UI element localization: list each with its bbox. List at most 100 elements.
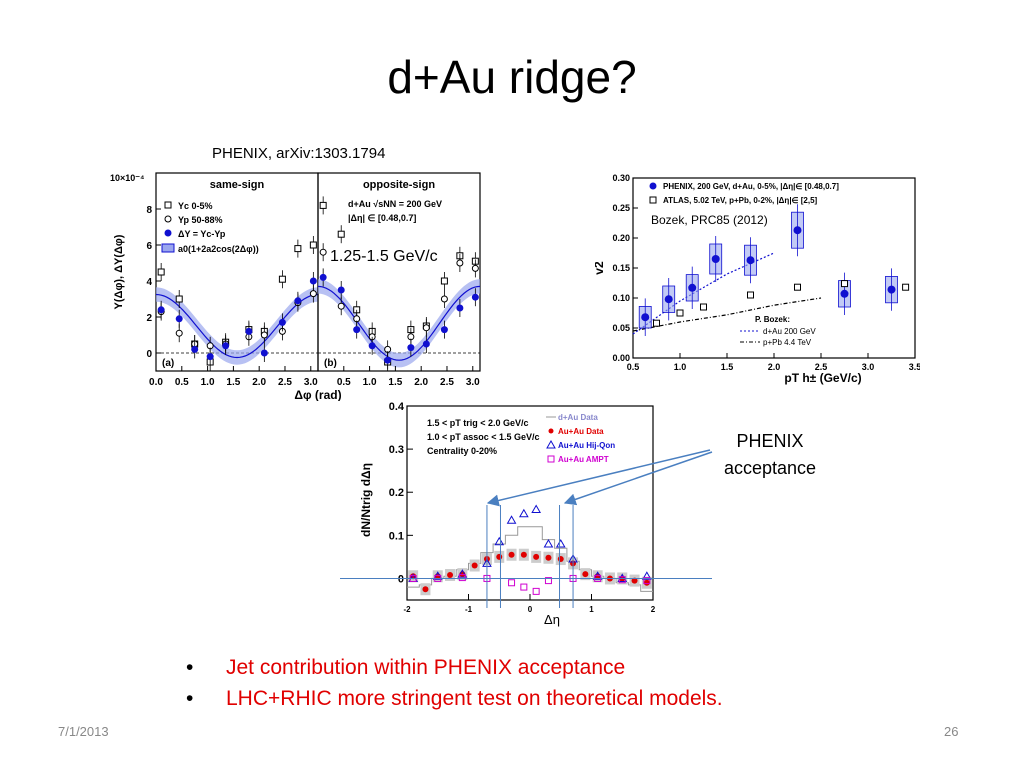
bullet-list: • Jet contribution within PHENIX acceptan…: [186, 652, 723, 714]
slide-title: d+Au ridge?: [387, 51, 637, 103]
bullet-item: • Jet contribution within PHENIX acceptan…: [186, 656, 626, 679]
caption-phenix-arxiv: PHENIX, arXiv:1303.1794: [212, 145, 386, 162]
point-hij-qon: [617, 573, 628, 582]
legend-marker-auau: [548, 428, 554, 434]
point-phenix: [887, 285, 896, 294]
legend-entry: Au+Au Hij-Qon: [558, 441, 615, 450]
point-hij-qon: [457, 569, 468, 578]
point-phenix: [746, 256, 755, 265]
legend-info: |Δη| ∈ [0.48,0.7]: [348, 213, 416, 223]
arrow-2: [563, 451, 713, 506]
point-yp: [422, 324, 430, 332]
point-ampt: [643, 577, 651, 585]
caption-bozek: Bozek, PRC85 (2012): [651, 213, 768, 227]
point-yp: [319, 248, 327, 256]
point-delta-y: [319, 273, 327, 281]
point-yp: [260, 331, 268, 339]
fit-band: [156, 287, 318, 365]
point-atlas: [841, 280, 848, 288]
point-delta-y: [456, 304, 464, 312]
point-phenix: [641, 313, 650, 322]
point-hij-qon: [518, 508, 529, 518]
theory-ppb-line: [632, 297, 822, 332]
y-tick-label: 0.10: [612, 293, 630, 303]
phenix-note-line-2: acceptance: [723, 458, 817, 478]
panel-frame: [317, 172, 481, 372]
deta-chart: 0 0.1 0.2 0.3 0.4 -2 -1 0 1 2 dN/Ntrig dΔη Δη 1.5 < …: [340, 401, 712, 627]
point-yc: [278, 275, 286, 283]
x-tick-label: 0.5: [337, 377, 351, 388]
point-yp: [309, 290, 317, 298]
plot-frame: [406, 405, 654, 601]
y-tick-label: 0.3: [389, 444, 404, 456]
point-hij-qon: [555, 538, 566, 548]
point-yp: [440, 295, 448, 303]
x-tick-label: 2.0: [768, 362, 781, 372]
x-tick-label: 1.0: [363, 377, 377, 388]
y-tick-label: 0: [146, 349, 152, 360]
legend-marker-hij: [546, 439, 556, 449]
point-delta-y: [368, 342, 376, 350]
x-tick-label: 1: [589, 605, 594, 614]
x-tick-label: 0.5: [175, 377, 189, 388]
y-tick-label: 4: [146, 277, 152, 288]
point-yp: [456, 259, 464, 267]
legend-marker-delta-y: [164, 229, 172, 237]
point-yc: [337, 230, 345, 238]
x-tick-label: 3.0: [466, 377, 480, 388]
y-axis-label: Y(Δφ), ΔY(Δφ): [113, 234, 125, 309]
point-yc: [319, 201, 327, 209]
point-atlas: [902, 283, 910, 291]
point-auau-data: [545, 554, 552, 561]
x-tick-label: 3.5: [909, 362, 920, 372]
y-tick-label: 0.15: [612, 263, 630, 273]
panel-tag: (a): [162, 358, 174, 369]
x-tick-label: 1.5: [721, 362, 734, 372]
legend-entry: Au+Au AMPT: [558, 455, 609, 464]
point-delta-y: [260, 349, 268, 357]
point-hij-qon: [641, 571, 652, 580]
point-ampt: [532, 587, 540, 595]
y-tick-label: 0.00: [612, 353, 630, 363]
point-delta-y: [175, 315, 183, 323]
info-text: 1.0 < pT assoc < 1.5 GeV/c: [427, 432, 540, 442]
point-delta-y: [337, 286, 345, 294]
point-hij-qon: [531, 504, 542, 513]
point-delta-y: [440, 326, 448, 334]
point-atlas: [747, 291, 754, 299]
legend-entry: ΔY = Yc-Yp: [178, 229, 226, 239]
point-delta-y: [422, 340, 430, 348]
y-tick-label: 0.30: [612, 173, 630, 183]
phenix-acceptance-note: PHENIX acceptance: [700, 428, 840, 482]
theory-legend-dau: d+Au 200 GeV: [763, 327, 816, 336]
y-axis-label: dN/Ntrig dΔη: [359, 463, 373, 537]
y-scale-label: 10×10⁻⁴: [110, 173, 144, 183]
point-auau-data: [471, 562, 478, 569]
x-tick-label: 0: [528, 605, 533, 614]
y-tick-label: 0.4: [389, 401, 405, 413]
x-tick-label: 1.0: [201, 377, 215, 388]
point-atlas: [794, 283, 801, 291]
correlation-chart: 0.0 0.5 1.0 1.5 2.0 2.5 3.0 (a) same-sign 0.5 1.0 1…: [110, 172, 481, 401]
y-tick-label: 0.25: [612, 203, 630, 213]
point-delta-y: [384, 356, 392, 364]
point-phenix: [688, 283, 697, 292]
point-delta-y: [353, 326, 361, 334]
point-yc: [440, 277, 448, 285]
point-delta-y: [278, 318, 286, 326]
point-delta-y: [407, 344, 415, 352]
x-axis-label: Δη: [544, 612, 560, 627]
info-text: Centrality 0-20%: [427, 446, 497, 456]
point-ampt: [544, 577, 552, 585]
legend-entry: Au+Au Data: [558, 427, 604, 436]
footer-page-number: 26: [944, 724, 959, 739]
panel-title: opposite-sign: [363, 179, 435, 191]
point-atlas: [700, 303, 707, 311]
point-delta-y: [471, 293, 479, 301]
x-tick-label: -1: [465, 605, 473, 614]
bullet-item: • LHC+RHIC more stringent test on theoret…: [186, 687, 723, 710]
theory-legend-ppb: p+Pb 4.4 TeV: [763, 338, 812, 347]
v2-chart: 0.00 0.05 0.10 0.15 0.20 0.25 0.30 0.5 1.0 1.5 2.0…: [595, 173, 920, 385]
point-delta-y: [222, 342, 230, 350]
legend-info: d+Au √sNN = 200 GeV: [348, 199, 442, 209]
